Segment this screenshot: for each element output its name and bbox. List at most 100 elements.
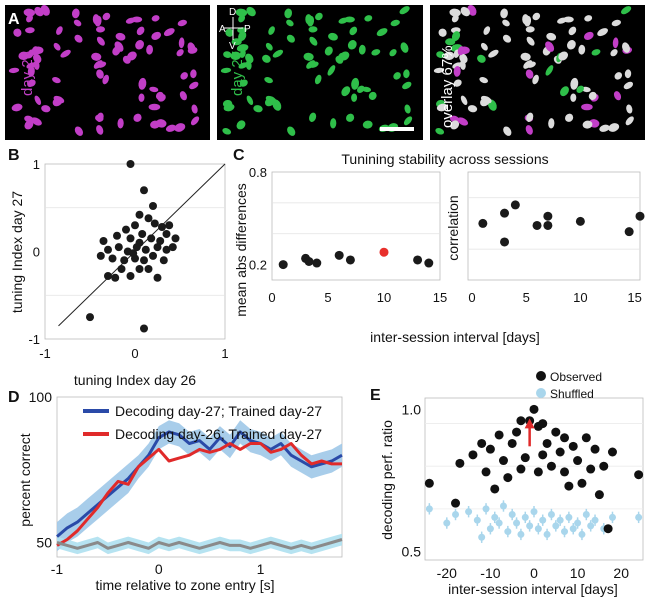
- cell-mark: [453, 79, 462, 87]
- cell-mark: [309, 61, 319, 68]
- cells-overlay: [433, 5, 634, 136]
- cell-mark: [358, 44, 366, 55]
- panel-a-image-day27: [217, 5, 423, 140]
- panel-c2-axes-frame: [467, 171, 641, 281]
- shuffled-point: [587, 522, 595, 530]
- cell-mark: [435, 128, 445, 135]
- cell-mark: [597, 28, 608, 37]
- cell-mark: [526, 36, 535, 46]
- data-point: [156, 237, 165, 245]
- data-point: [345, 255, 355, 265]
- panel-d-plot: [56, 420, 343, 555]
- cell-mark: [13, 28, 22, 37]
- shuffled-point: [561, 528, 569, 536]
- cell-mark: [18, 51, 29, 61]
- cell-mark: [480, 42, 488, 51]
- cell-mark: [525, 125, 533, 135]
- panel-d-ticks: -1 0 1 50 100: [29, 389, 265, 577]
- cell-mark: [264, 77, 273, 84]
- compass-a: A: [219, 24, 226, 35]
- panel-c-ticks: 0 5 10 15 0.2 0.8 0 5 10 15: [249, 165, 642, 305]
- cell-mark: [74, 126, 84, 136]
- shuffled-point: [478, 533, 486, 541]
- panel-b-grid: [45, 207, 225, 296]
- shuffled-point: [574, 519, 582, 527]
- cell-mark: [327, 65, 336, 76]
- cell-mark: [560, 86, 569, 97]
- cell-mark: [584, 15, 593, 22]
- observed-point: [560, 433, 570, 443]
- panel-c1-ylabel: mean abs differences: [233, 183, 249, 317]
- cell-mark: [33, 46, 44, 55]
- cell-mark: [614, 72, 623, 80]
- data-point: [120, 256, 129, 265]
- cell-mark: [60, 49, 71, 58]
- cell-mark: [287, 126, 296, 136]
- cell-mark: [357, 85, 365, 93]
- observed-point: [581, 433, 591, 443]
- shuffled-point: [578, 530, 586, 538]
- data-point: [575, 216, 585, 226]
- cell-mark: [223, 51, 232, 58]
- legend-dot-shuffled: [536, 388, 546, 398]
- y-tick-label: 0: [33, 245, 40, 260]
- cell-mark: [449, 8, 461, 17]
- cell-mark: [239, 79, 248, 87]
- x-tick-label: 5: [324, 290, 331, 305]
- cell-mark: [568, 26, 577, 36]
- shuffled-point: [465, 508, 473, 516]
- cell-mark: [56, 26, 63, 35]
- cell-mark: [479, 77, 489, 84]
- cell-mark: [238, 62, 248, 69]
- panel-d-xlabel: time relative to zone entry [s]: [96, 577, 275, 593]
- cell-mark: [305, 14, 313, 25]
- cell-mark: [581, 103, 593, 111]
- x-tick-label: 0: [268, 290, 275, 305]
- cell-mark: [570, 93, 577, 102]
- data-point: [478, 218, 488, 228]
- observed-point: [590, 444, 600, 454]
- cell-mark: [8, 67, 20, 74]
- cell-mark: [567, 40, 576, 50]
- cell-mark: [520, 52, 531, 61]
- cell-mark: [622, 42, 630, 53]
- shuffled-point: [491, 513, 499, 521]
- legend-label-red: Decoding day-26; Trained day-27: [115, 426, 322, 442]
- panel-b-ticks: -1 0 1 -1 0 1: [28, 157, 228, 361]
- data-point: [111, 273, 120, 282]
- cell-mark: [341, 86, 351, 97]
- observed-point: [507, 438, 517, 448]
- cell-mark: [451, 31, 461, 42]
- data-point: [149, 251, 157, 260]
- cell-mark: [127, 51, 137, 61]
- panel-c-letter: C: [233, 147, 245, 164]
- x-tick-label: -1: [51, 561, 64, 577]
- compass-icon: D V A P: [219, 7, 251, 52]
- data-point: [135, 210, 144, 219]
- compass-v: V: [229, 41, 236, 52]
- cell-mark: [24, 120, 34, 130]
- cell-mark: [102, 12, 111, 21]
- cell-mark: [611, 19, 621, 27]
- observed-point: [586, 464, 596, 474]
- data-point: [500, 237, 510, 247]
- panel-b-letter: B: [8, 147, 20, 164]
- data-point: [158, 223, 166, 231]
- data-point: [108, 254, 117, 263]
- cell-mark: [265, 42, 273, 51]
- data-point: [150, 219, 159, 228]
- cell-mark: [230, 51, 241, 61]
- shuffled-point: [582, 511, 590, 519]
- cell-mark: [346, 113, 355, 122]
- cell-mark: [315, 12, 323, 21]
- data-point: [131, 221, 139, 230]
- observed-point: [529, 404, 539, 414]
- observed-point: [634, 470, 644, 480]
- observed-point: [551, 427, 561, 437]
- y-tick-label: 1.0: [402, 401, 422, 417]
- shuffled-point: [495, 519, 503, 527]
- x-tick-label: 10: [573, 290, 587, 305]
- cell-mark: [97, 61, 107, 68]
- observed-point: [503, 473, 513, 483]
- y-tick-label: 100: [29, 389, 53, 405]
